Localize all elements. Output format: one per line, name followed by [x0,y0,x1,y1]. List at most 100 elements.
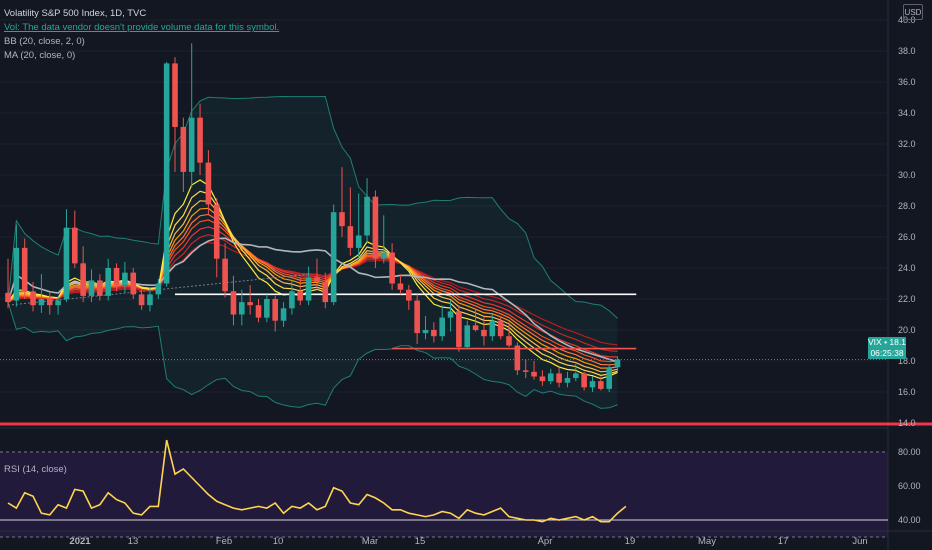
candle-body[interactable] [213,204,220,259]
candle-body[interactable] [598,381,604,389]
candle-body[interactable] [13,247,20,301]
rsi-line[interactable] [7,439,627,523]
candle-body[interactable] [322,281,329,303]
candle-body[interactable] [489,320,496,337]
candle-body[interactable] [172,63,178,127]
candle-body[interactable] [55,300,61,306]
candle-body[interactable] [105,268,111,296]
candle-body[interactable] [222,258,228,292]
candle-body[interactable] [72,227,78,264]
candle-body[interactable] [522,370,529,372]
candle-body[interactable] [506,336,512,346]
time-axis-label: Apr [538,536,553,547]
price-axis-label: 32.0 [898,139,916,149]
candle-body[interactable] [589,381,596,388]
price-pane[interactable] [0,0,888,424]
candle-body[interactable] [422,330,429,334]
last-price-badge: VIX • 18.1 06:25:38 [868,337,906,359]
candle-body[interactable] [464,325,471,348]
candle-body[interactable] [88,280,95,296]
candle-body[interactable] [514,345,521,371]
candle-body[interactable] [614,359,621,368]
bollinger-bands-legend[interactable]: BB (20, close, 2, 0) [4,36,85,47]
candle-body[interactable] [606,367,612,389]
chart-legend-title[interactable]: Volatility S&P 500 Index, 1D, TVC [4,8,147,19]
candle-body[interactable] [439,317,445,337]
candle-body[interactable] [472,325,479,330]
candle-body[interactable] [197,117,203,163]
rsi-axis-label: 80.00 [898,447,921,457]
candle-body[interactable] [130,272,137,295]
candle-body[interactable] [330,212,337,303]
candle-body[interactable] [539,376,546,382]
candle-body[interactable] [230,291,237,315]
candle-body[interactable] [155,283,162,295]
badge-countdown: 06:25:38 [870,348,904,358]
badge-symbol: VIX [868,337,882,347]
price-axis-label: 36.0 [898,77,916,87]
candle-body[interactable] [255,305,262,318]
candle-body[interactable] [21,247,28,292]
candle-body[interactable] [38,299,45,306]
candle-body[interactable] [280,308,287,321]
candle-body[interactable] [372,196,379,259]
time-axis-label: Mar [362,536,378,547]
candle-body[interactable] [456,311,462,348]
candle-body[interactable] [547,373,554,382]
badge-symbol-price: VIX • 18.1 [868,337,906,347]
candle-body[interactable] [406,289,412,301]
candle-body[interactable] [205,162,212,205]
candle-body[interactable] [147,294,153,306]
candle-body[interactable] [447,311,454,318]
rsi-axis-label: 60.00 [898,481,921,491]
candle-body[interactable] [80,263,86,296]
candle-body[interactable] [389,252,395,284]
candle-body[interactable] [264,299,270,318]
candle-body[interactable] [564,378,571,383]
price-axis-label: 30.0 [898,170,916,180]
rsi-legend[interactable]: RSI (14, close) [4,464,67,475]
candle-body[interactable] [414,300,420,334]
candle-body[interactable] [297,291,304,301]
bollinger-upper [7,95,618,319]
currency-label[interactable]: USD [903,4,923,20]
time-axis-label: 10 [273,536,284,547]
candle-body[interactable] [305,277,312,301]
candle-body[interactable] [339,212,345,227]
price-axis[interactable] [888,0,932,550]
candle-body[interactable] [239,302,245,315]
time-axis-label: May [698,536,716,547]
candle-body[interactable] [163,63,170,284]
candle-body[interactable] [314,277,320,282]
candle-body[interactable] [180,126,187,172]
candle-body[interactable] [364,196,370,236]
candle-body[interactable] [347,226,354,248]
candle-body[interactable] [289,291,295,309]
volume-notice[interactable]: Vol: The data vendor doesn't provide vol… [4,22,280,33]
candle-body[interactable] [497,320,504,337]
candle-body[interactable] [397,283,404,290]
candle-body[interactable] [355,235,362,248]
candle-body[interactable] [97,280,103,296]
moving-average-legend[interactable]: MA (20, close, 0) [4,50,76,61]
candle-body[interactable] [63,227,70,299]
candle-body[interactable] [431,330,437,337]
price-axis-label: 22.0 [898,294,916,304]
candle-body[interactable] [138,294,145,306]
candle-body[interactable] [380,252,387,259]
candle-body[interactable] [581,373,587,388]
candle-body[interactable] [5,292,11,303]
candle-body[interactable] [247,302,253,306]
candle-body[interactable] [556,373,562,383]
candle-body[interactable] [573,373,579,379]
candle-body[interactable] [188,117,195,172]
candle-body[interactable] [122,272,128,286]
candle-body[interactable] [30,291,36,306]
candle-body[interactable] [481,330,487,337]
time-axis-label: Feb [216,536,232,547]
candle-body[interactable] [272,299,278,321]
candle-body[interactable] [46,297,53,306]
candle-body[interactable] [113,268,120,286]
candle-body[interactable] [531,371,537,377]
